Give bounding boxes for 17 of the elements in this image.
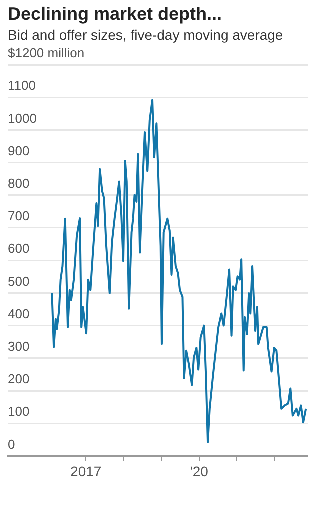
- x-tick-label: 2017: [70, 463, 102, 480]
- y-tick-label: 1000: [8, 110, 37, 126]
- y-tick-label: 200: [8, 372, 30, 387]
- chart-subtitle: Bid and offer sizes, five-day moving average: [8, 27, 284, 43]
- y-tick-label: 0: [8, 436, 16, 452]
- y-tick-label: 1100: [8, 78, 36, 94]
- y-tick-label: $1200 million: [8, 46, 85, 61]
- y-tick-label: 300: [8, 338, 30, 354]
- y-tick-label: 100: [8, 404, 30, 420]
- y-tick-label: 600: [8, 241, 30, 256]
- x-tick-label: '20: [190, 463, 209, 480]
- y-tick-label: 500: [8, 274, 30, 289]
- y-tick-label: 800: [8, 176, 30, 191]
- y-tick-label: 400: [8, 306, 30, 322]
- chart-title: Declining market depth...: [8, 4, 224, 25]
- y-tick-label: 900: [8, 143, 30, 158]
- y-tick-label: 700: [8, 208, 30, 224]
